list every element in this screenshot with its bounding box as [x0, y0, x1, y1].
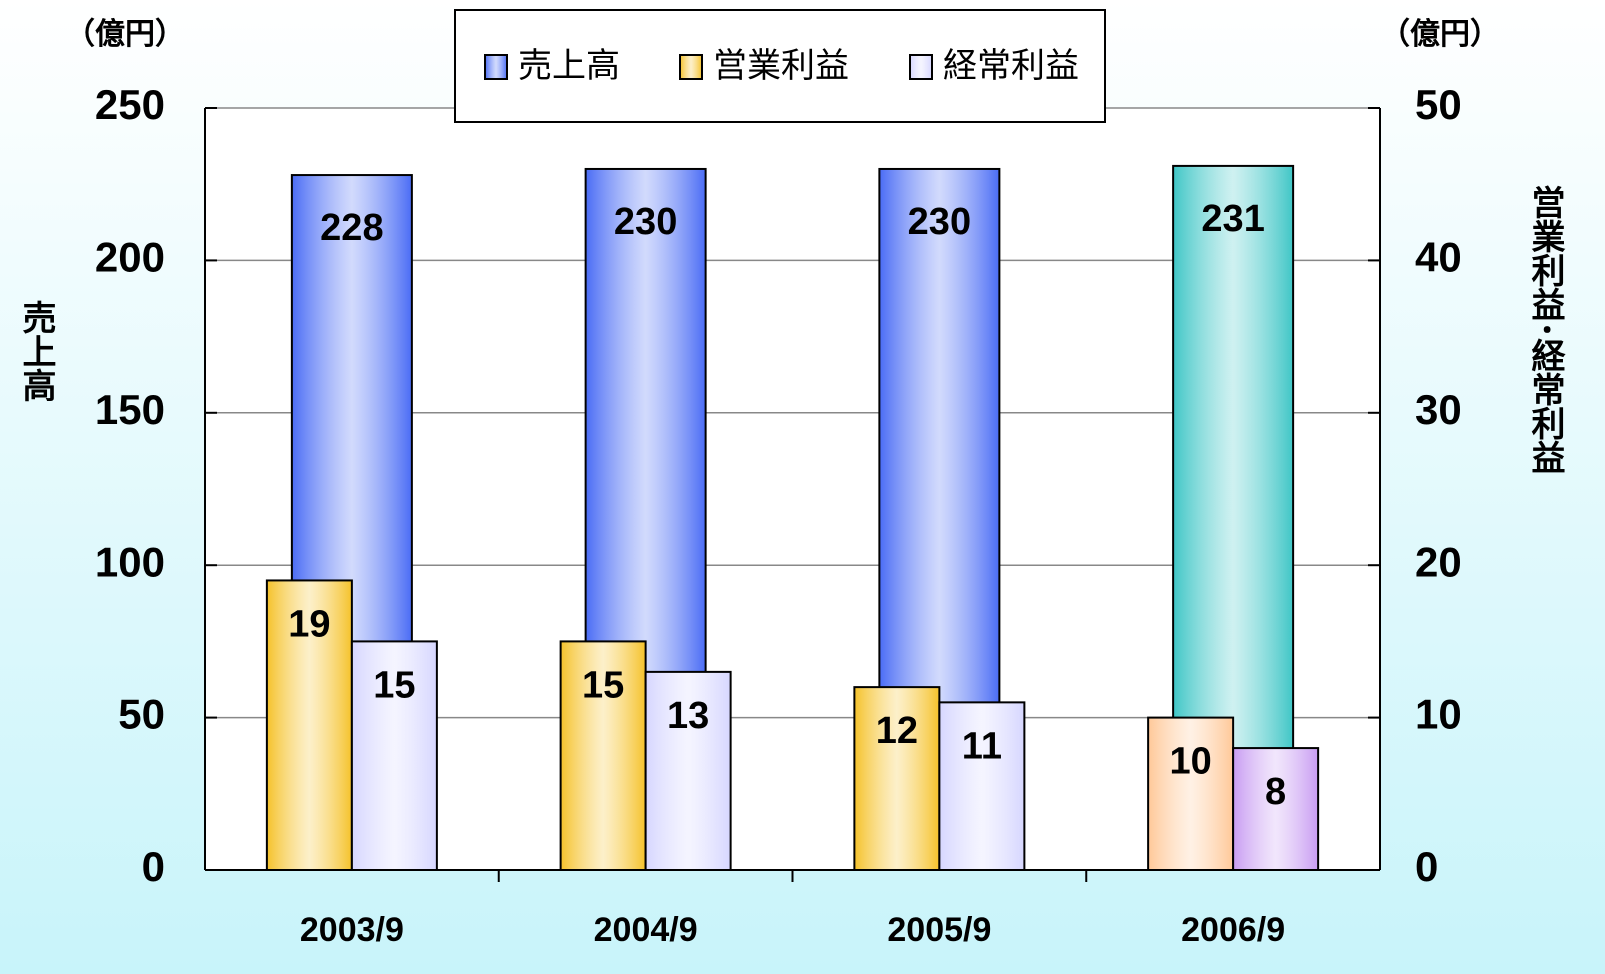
legend	[454, 9, 1106, 123]
value-label: 230	[908, 201, 971, 243]
x-tick-label: 2006/9	[1181, 911, 1285, 949]
legend-swatch	[909, 54, 933, 80]
y-tick-label: 150	[95, 386, 165, 433]
legend-swatch	[484, 54, 508, 80]
bar	[644, 670, 732, 871]
y2-tick-label: 0	[1415, 843, 1438, 890]
value-label: 11	[962, 725, 1002, 767]
y-unit: （億円）	[65, 17, 185, 51]
y-tick-label: 250	[95, 81, 165, 128]
value-label: 228	[320, 207, 383, 249]
bar	[559, 640, 647, 872]
value-label: 15	[373, 664, 415, 706]
legend-label: 営業利益	[713, 47, 849, 85]
y2-tick-label: 20	[1415, 538, 1462, 585]
y2-unit: （億円）	[1380, 17, 1500, 51]
value-label: 12	[876, 710, 918, 752]
bar	[350, 640, 438, 872]
legend-label: 売上高	[518, 47, 620, 85]
value-label: 10	[1169, 741, 1211, 783]
y-tick-label: 200	[95, 233, 165, 280]
y2-tick-label: 30	[1415, 386, 1462, 433]
value-label: 15	[582, 664, 624, 706]
x-tick-label: 2003/9	[300, 911, 404, 949]
bar	[265, 579, 353, 871]
bar	[853, 686, 941, 871]
y-tick-label: 0	[142, 843, 165, 890]
y-axis-label: 売上高	[17, 300, 56, 402]
bar	[1232, 747, 1320, 872]
y2-tick-label: 50	[1415, 81, 1462, 128]
value-label: 230	[614, 201, 677, 243]
x-tick-label: 2005/9	[887, 911, 991, 949]
value-label: 19	[288, 603, 330, 645]
y2-tick-label: 10	[1415, 691, 1462, 738]
legend-label: 経常利益	[943, 47, 1079, 85]
value-label: 8	[1265, 771, 1286, 813]
y-tick-label: 100	[95, 538, 165, 585]
legend-swatch	[679, 54, 703, 80]
x-tick-label: 2004/9	[594, 911, 698, 949]
y-tick-label: 50	[118, 691, 165, 738]
y2-axis-label: 営業利益･経常利益	[1526, 185, 1565, 474]
value-label: 231	[1201, 198, 1264, 240]
bar	[938, 701, 1026, 871]
y2-tick-label: 40	[1415, 233, 1462, 280]
value-label: 13	[667, 695, 709, 737]
